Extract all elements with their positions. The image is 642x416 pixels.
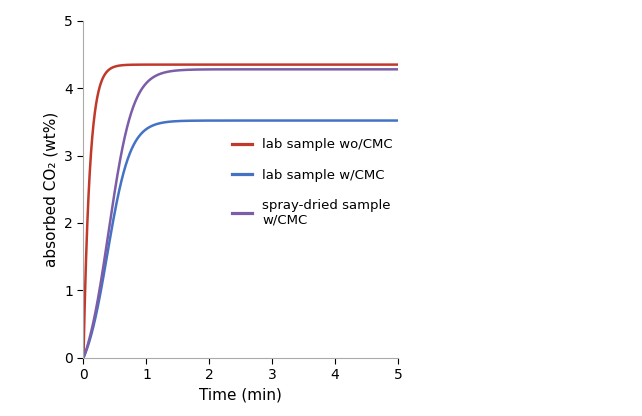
lab sample w/CMC	[385, 118, 393, 123]
spray-dried sample
w/CMC	[394, 67, 402, 72]
lab sample wo/CMC	[96, 85, 103, 90]
spray-dried sample
w/CMC	[327, 67, 335, 72]
lab sample w/CMC	[224, 118, 232, 123]
Legend: lab sample wo/CMC, lab sample w/CMC, spray-dried sample
w/CMC: lab sample wo/CMC, lab sample w/CMC, spr…	[227, 133, 398, 232]
lab sample wo/CMC	[394, 62, 402, 67]
lab sample w/CMC	[96, 295, 103, 300]
lab sample wo/CMC	[80, 355, 87, 360]
spray-dried sample
w/CMC	[232, 67, 240, 72]
spray-dried sample
w/CMC	[385, 67, 393, 72]
spray-dried sample
w/CMC	[96, 287, 103, 292]
Line: spray-dried sample
w/CMC: spray-dried sample w/CMC	[83, 69, 398, 358]
lab sample wo/CMC	[232, 62, 240, 67]
X-axis label: Time (min): Time (min)	[199, 388, 282, 403]
lab sample w/CMC	[394, 118, 402, 123]
lab sample w/CMC	[327, 118, 335, 123]
lab sample w/CMC	[80, 355, 87, 360]
spray-dried sample
w/CMC	[385, 67, 393, 72]
spray-dried sample
w/CMC	[80, 355, 87, 360]
spray-dried sample
w/CMC	[224, 67, 232, 72]
Line: lab sample w/CMC: lab sample w/CMC	[83, 121, 398, 358]
lab sample wo/CMC	[224, 62, 232, 67]
lab sample w/CMC	[385, 118, 393, 123]
lab sample w/CMC	[232, 118, 240, 123]
lab sample wo/CMC	[327, 62, 335, 67]
Line: lab sample wo/CMC: lab sample wo/CMC	[83, 64, 398, 358]
lab sample wo/CMC	[385, 62, 393, 67]
lab sample wo/CMC	[385, 62, 393, 67]
Y-axis label: absorbed CO₂ (wt%): absorbed CO₂ (wt%)	[44, 111, 58, 267]
lab sample wo/CMC	[315, 62, 323, 67]
